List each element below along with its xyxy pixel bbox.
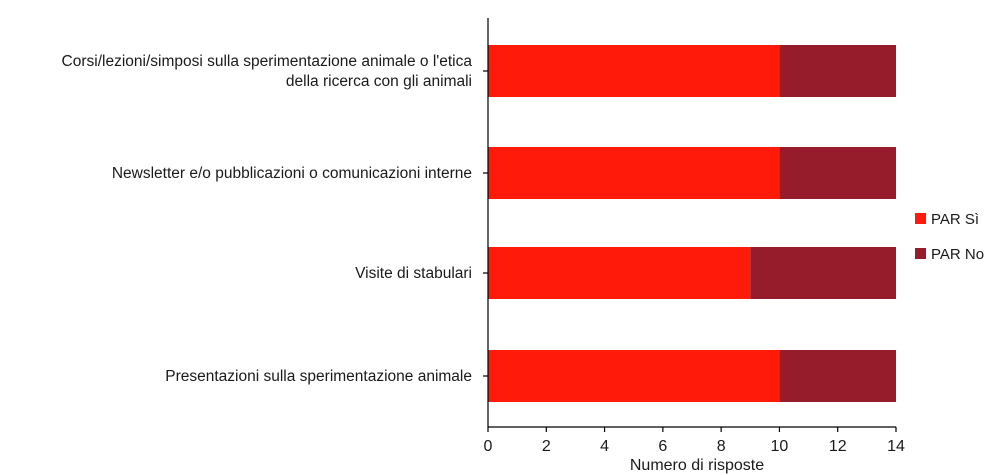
- x-tick-label: 6: [658, 438, 667, 455]
- category-label-3: Visite di stabulari: [355, 265, 472, 282]
- x-tick-label: 14: [887, 438, 905, 455]
- category-label-1: Corsi/lezioni/simposi sulla sperimentazi…: [62, 53, 473, 90]
- x-tick-label: 2: [542, 438, 551, 455]
- bar-par-si-3: [488, 247, 751, 299]
- x-tick-label: 4: [600, 438, 609, 455]
- x-tick-label: 10: [771, 438, 789, 455]
- x-ticks-group: 0 2 4 6 8 10 12 14: [484, 427, 905, 455]
- bar-par-no-2: [779, 147, 896, 199]
- category-label-4: Presentazioni sulla sperimentazione anim…: [165, 368, 472, 385]
- legend-swatch-par-no: [915, 248, 926, 259]
- legend: PAR Sì PAR No: [915, 211, 984, 263]
- bar-par-si-2: [488, 147, 780, 199]
- x-tick-label: 0: [484, 438, 493, 455]
- bar-par-no-3: [750, 247, 896, 299]
- bar-par-no-1: [779, 45, 896, 97]
- x-axis-title: Numero di risposte: [630, 457, 764, 474]
- bar-par-si-1: [488, 45, 780, 97]
- y-ticks-group: [483, 70, 488, 377]
- bar-par-no-4: [779, 350, 896, 402]
- category-labels-group: Corsi/lezioni/simposi sulla sperimentazi…: [62, 53, 473, 385]
- x-tick-label: 12: [829, 438, 847, 455]
- legend-swatch-par-si: [915, 213, 926, 224]
- x-tick-label: 8: [717, 438, 726, 455]
- category-label-2: Newsletter e/o pubblicazioni o comunicaz…: [112, 165, 472, 182]
- bars-group: [488, 45, 896, 402]
- legend-label-par-no: PAR No: [931, 246, 984, 263]
- legend-label-par-si: PAR Sì: [931, 211, 979, 228]
- bar-par-si-4: [488, 350, 780, 402]
